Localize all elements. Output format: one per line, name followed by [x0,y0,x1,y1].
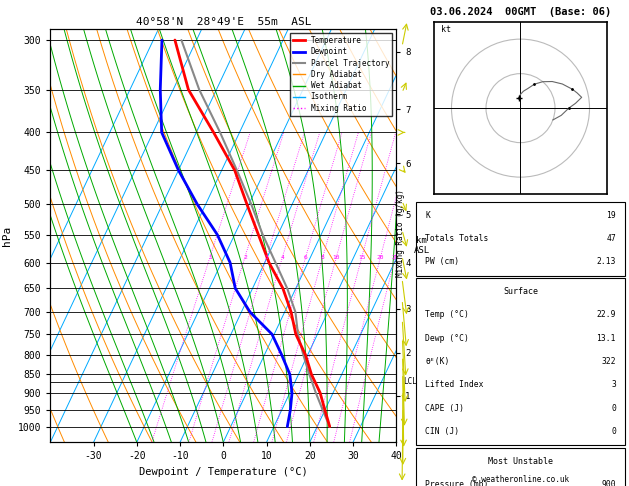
Text: Surface: Surface [503,287,538,296]
Text: 22.9: 22.9 [596,311,616,319]
Text: 03.06.2024  00GMT  (Base: 06): 03.06.2024 00GMT (Base: 06) [430,7,611,17]
Text: Dewp (°C): Dewp (°C) [425,334,469,343]
Text: 15: 15 [358,255,365,260]
Text: 25: 25 [391,255,399,260]
Text: 900: 900 [601,480,616,486]
Text: 6: 6 [304,255,308,260]
Text: 10: 10 [333,255,340,260]
Text: θᴱ(K): θᴱ(K) [425,357,449,366]
Text: Pressure (mb): Pressure (mb) [425,480,488,486]
Text: 47: 47 [606,234,616,243]
Text: CAPE (J): CAPE (J) [425,404,464,413]
Text: 19: 19 [606,211,616,220]
Text: 13.1: 13.1 [596,334,616,343]
Text: 2: 2 [243,255,247,260]
Text: CIN (J): CIN (J) [425,427,459,436]
Text: © weatheronline.co.uk: © weatheronline.co.uk [472,474,569,484]
Text: 3: 3 [611,381,616,389]
Text: Lifted Index: Lifted Index [425,381,484,389]
Text: Most Unstable: Most Unstable [488,457,553,466]
Legend: Temperature, Dewpoint, Parcel Trajectory, Dry Adiabat, Wet Adiabat, Isotherm, Mi: Temperature, Dewpoint, Parcel Trajectory… [290,33,392,116]
Text: 0: 0 [611,404,616,413]
Text: K: K [425,211,430,220]
Title: 40°58'N  28°49'E  55m  ASL: 40°58'N 28°49'E 55m ASL [135,17,311,27]
Text: Temp (°C): Temp (°C) [425,311,469,319]
Text: Totals Totals: Totals Totals [425,234,488,243]
Text: 1: 1 [208,255,212,260]
Text: 20: 20 [377,255,384,260]
Y-axis label: km
ASL: km ASL [414,236,430,255]
Text: 322: 322 [601,357,616,366]
X-axis label: Dewpoint / Temperature (°C): Dewpoint / Temperature (°C) [139,467,308,477]
Text: PW (cm): PW (cm) [425,258,459,266]
Text: 8: 8 [321,255,325,260]
Y-axis label: hPa: hPa [3,226,12,246]
Text: 3: 3 [265,255,269,260]
Bar [416,202,625,276]
Bar [416,448,625,486]
Bar [416,278,625,445]
Text: Mixing Ratio (g/kg): Mixing Ratio (g/kg) [396,190,404,277]
Text: 2.13: 2.13 [596,258,616,266]
Text: 4: 4 [281,255,284,260]
Text: LCL: LCL [403,378,417,386]
Text: 0: 0 [611,427,616,436]
